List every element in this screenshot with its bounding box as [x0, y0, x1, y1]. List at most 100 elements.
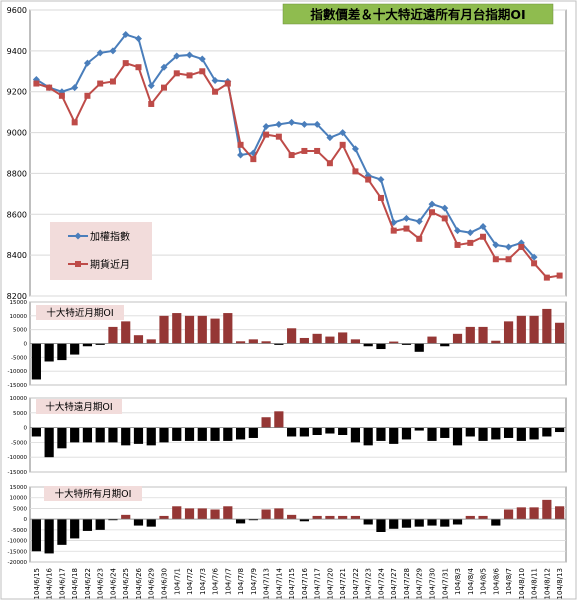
x-tick-label: 104/6/30 — [161, 568, 169, 599]
bar — [427, 519, 437, 526]
bar — [401, 519, 412, 528]
data-point — [275, 120, 283, 128]
bar — [70, 519, 80, 539]
bar — [146, 427, 156, 446]
bar — [274, 343, 284, 345]
y-tick-label: 0 — [24, 517, 28, 523]
bar — [465, 515, 475, 520]
data-point — [441, 215, 448, 222]
y-tick-label: 8200 — [7, 292, 27, 301]
x-tick-label: 104/7/23 — [365, 568, 373, 599]
bar — [44, 427, 54, 458]
x-tick-label: 104/7/29 — [416, 568, 424, 599]
y-tick-label: 15000 — [10, 485, 28, 491]
bar — [287, 514, 297, 520]
bar — [121, 514, 131, 520]
data-point — [326, 160, 333, 167]
x-tick-label: 104/8/13 — [556, 568, 564, 599]
bar — [121, 427, 131, 446]
y-tick-label: -5000 — [11, 440, 27, 446]
bar — [529, 507, 539, 520]
data-point — [58, 92, 65, 99]
y-tick-label: 8400 — [7, 251, 27, 260]
data-point — [173, 52, 181, 60]
bar — [401, 427, 412, 440]
bar — [44, 343, 54, 362]
bar — [235, 519, 246, 524]
data-point — [186, 72, 193, 79]
x-tick-label: 104/6/25 — [122, 568, 130, 599]
data-point — [403, 225, 410, 232]
data-point — [288, 118, 296, 126]
data-point — [429, 209, 435, 216]
bar — [133, 519, 144, 526]
bar — [350, 427, 361, 443]
bar — [184, 427, 195, 441]
bar — [248, 519, 258, 521]
y-tick-label: -10000 — [8, 455, 28, 461]
x-tick-label: 104/7/7 — [224, 568, 232, 595]
bar — [350, 339, 361, 344]
bar — [325, 427, 335, 434]
bar — [478, 427, 488, 441]
y-tick-label: 9600 — [7, 6, 27, 15]
x-tick-label: 104/6/23 — [97, 568, 105, 599]
x-tick-label: 104/7/30 — [429, 568, 437, 599]
bar — [516, 315, 526, 344]
x-tick-label: 104/8/6 — [492, 567, 500, 595]
data-point — [454, 241, 461, 248]
x-tick-label: 104/8/3 — [454, 568, 462, 595]
bar — [210, 509, 220, 520]
bar — [274, 508, 284, 520]
y-tick-label: -15000 — [8, 549, 28, 555]
bar — [312, 427, 322, 435]
bar — [503, 509, 514, 520]
data-point — [530, 253, 538, 261]
bar — [146, 519, 156, 527]
y-tick-label: 8800 — [7, 169, 27, 178]
bar-title: 十大特近月期OI — [46, 307, 113, 319]
x-tick-label: 104/7/1 — [173, 568, 181, 595]
bar — [440, 343, 450, 347]
x-tick-label: 104/8/12 — [543, 568, 551, 599]
y-tick-label: -10000 — [8, 539, 28, 545]
bar — [172, 506, 182, 520]
x-tick-label: 104/6/29 — [148, 568, 156, 599]
bar — [312, 515, 322, 520]
x-tick-label: 104/6/17 — [58, 568, 66, 599]
y-tick-label: 10000 — [10, 396, 28, 402]
bar — [261, 417, 271, 428]
bar — [363, 427, 373, 446]
data-point — [416, 235, 423, 242]
bar-chart-1: 15000 10000 5000 0 -5000 -10000 -15000 十大特近月期OI — [8, 300, 567, 389]
bar — [299, 337, 309, 344]
data-point — [237, 141, 244, 148]
y-tick-label: -10000 — [8, 369, 28, 375]
data-point — [135, 64, 142, 71]
bar — [542, 308, 552, 344]
bar — [70, 343, 80, 355]
bar — [452, 427, 463, 446]
x-tick-label: 104/7/9 — [250, 568, 258, 595]
bar — [223, 427, 233, 441]
bar — [172, 313, 182, 344]
bar — [325, 515, 335, 520]
x-tick-label: 104/7/2 — [186, 568, 194, 595]
data-point — [480, 233, 487, 240]
bar — [414, 343, 424, 352]
series-line-index — [35, 33, 535, 258]
x-tick-label: 104/8/4 — [467, 567, 475, 595]
bar-title-box — [44, 486, 142, 501]
data-point — [454, 227, 462, 235]
data-point — [160, 63, 168, 71]
data-point — [199, 68, 206, 75]
bar-title-box — [36, 305, 124, 320]
bar — [95, 427, 105, 443]
x-tick-label: 104/7/20 — [326, 568, 334, 599]
bar — [312, 333, 322, 344]
y-tick-label: -15000 — [8, 383, 28, 389]
main-title: 指數價差＆十大特近遠所有月台指期OI — [310, 7, 525, 22]
bar — [95, 519, 105, 530]
y-tick-label: 0 — [24, 342, 28, 348]
